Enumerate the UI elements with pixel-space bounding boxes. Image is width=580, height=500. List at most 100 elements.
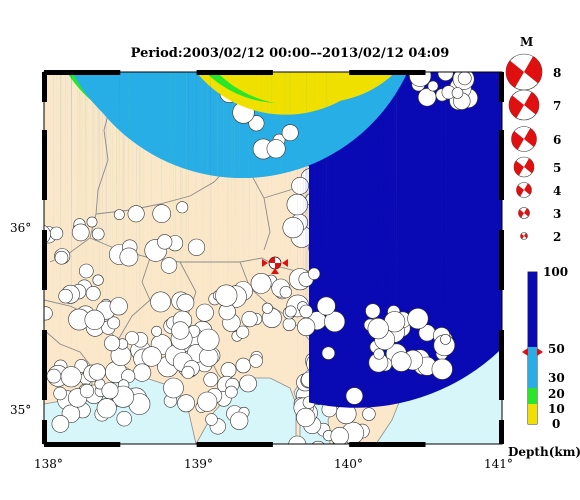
mainshock-marker [262,256,288,274]
event-337 [268,72,286,79]
map-frame [42,70,504,447]
event-317 [51,72,408,433]
event-400 [284,72,297,318]
event-215 [150,72,172,313]
magnitude-label-8: 8 [553,66,561,80]
magnitude-label-7: 7 [553,99,561,113]
event-214 [367,72,389,340]
event-239 [151,72,291,337]
event-299 [171,72,190,340]
event-292 [215,72,238,307]
magnitude-label-2: 2 [553,230,561,244]
event-325 [278,72,294,79]
event-377 [113,72,125,220]
event-244 [104,72,318,352]
event-368 [197,72,366,412]
event-394 [316,72,336,316]
event-278 [235,72,252,374]
depth-band-1 [528,347,537,388]
event-243 [107,72,293,330]
event-361 [239,72,257,393]
event-250 [84,72,291,331]
depth-legend-title: Depth(km) [508,445,580,459]
event-232 [125,72,308,346]
event-206 [440,72,451,345]
event-369 [181,72,338,379]
magnitude-label-3: 3 [553,207,561,221]
event-212 [391,72,412,372]
lon-label-138: 138° [34,457,63,471]
event-261 [71,72,159,242]
magnitude-legend: M 8 7 6 5 4 3 2 [505,35,561,244]
event-359 [163,72,357,399]
event-184 [321,72,336,360]
event-328 [248,72,265,132]
depth-band-0 [528,272,537,347]
magnitude-symbol-4 [516,182,532,198]
event-352 [437,72,454,81]
event-341 [417,72,437,107]
lon-label-139: 139° [184,457,213,471]
event-178 [288,72,385,444]
event-392 [324,72,346,333]
event-372 [176,72,189,214]
event-330 [281,72,299,142]
event-382 [157,72,173,250]
magnitude-legend-title: M [520,35,533,49]
event-350 [451,72,464,99]
event-203 [365,72,381,319]
event-255 [92,72,244,286]
event-324 [88,72,351,381]
event-362 [203,72,335,388]
event-207 [407,72,429,330]
event-181 [330,72,349,444]
event-376 [152,72,171,223]
event-210 [373,72,385,360]
event-398 [279,72,292,299]
event-371 [177,72,373,413]
event-260 [54,72,224,265]
magnitude-label-6: 6 [553,133,561,147]
lon-label-140: 140° [334,457,363,471]
depth-band-3 [528,404,537,424]
magnitude-symbol-7 [508,89,540,121]
event-263 [58,72,269,304]
event-380 [160,72,178,274]
depth-tick-10: 10 [548,402,565,416]
event-379 [187,72,206,256]
map-title: Period:2003/02/12 00:00–-2013/02/12 04:0… [130,46,450,61]
event-403 [308,72,321,280]
magnitude-symbol-6 [511,126,537,152]
event-339 [266,72,286,159]
magnitude-symbol-2 [520,232,528,240]
event-401 [299,72,313,319]
depth-tick-30: 30 [548,371,565,385]
depth-tick-0: 0 [552,417,560,431]
event-383 [119,72,139,267]
event-297 [249,72,263,368]
event-387 [250,72,272,294]
event-182 [345,72,364,405]
lat-label-35: 35° [10,403,31,417]
event-348 [427,72,439,92]
event-264 [85,72,262,301]
event-366 [225,72,343,399]
depth-legend: 100 50 30 20 10 0 Depth(km) [508,265,580,459]
event-248 [109,72,272,316]
event-296 [197,72,220,351]
depth-band-2 [528,388,537,404]
lat-label-36: 36° [10,221,31,235]
event-389 [261,72,273,314]
lon-label-141: 141° [484,457,513,471]
magnitude-label-4: 4 [553,184,561,198]
event-351 [457,72,472,86]
event-287 [236,72,250,339]
event-370 [230,72,381,430]
event-402 [297,72,316,337]
magnitude-symbol-5 [513,156,535,178]
event-205 [431,72,453,380]
event-323 [96,72,388,419]
event-266 [79,72,233,279]
event-373 [127,72,145,223]
